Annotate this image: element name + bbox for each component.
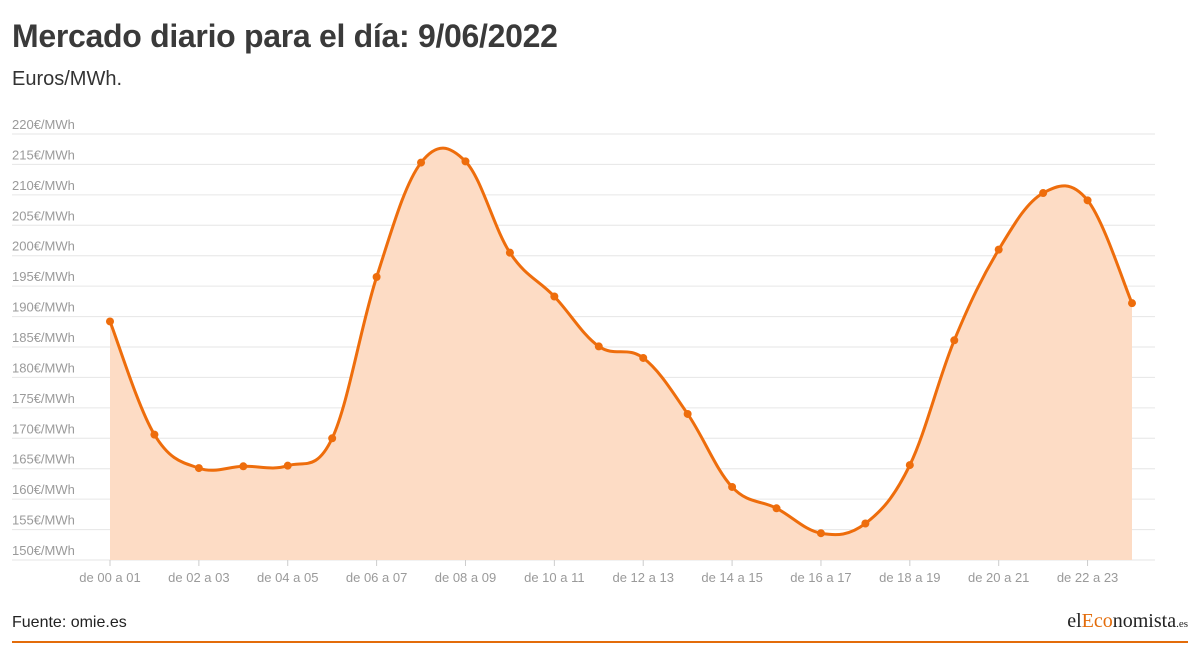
x-tick-label: de 00 a 01 <box>79 570 140 585</box>
data-point[interactable] <box>772 504 781 513</box>
data-point[interactable] <box>594 342 603 351</box>
x-axis-labels: de 00 a 01 de 02 a 03 de 04 a 05 de 06 a 07… <box>79 560 1118 585</box>
y-tick-label: 195€/MWh <box>12 269 75 284</box>
y-tick-label: 175€/MWh <box>12 391 75 406</box>
data-point[interactable] <box>639 353 648 362</box>
data-point[interactable] <box>994 245 1003 254</box>
data-point[interactable] <box>417 158 426 167</box>
data-point[interactable] <box>861 519 870 528</box>
y-tick-label: 165€/MWh <box>12 452 75 467</box>
x-tick-label: de 22 a 23 <box>1057 570 1118 585</box>
data-point[interactable] <box>728 482 737 491</box>
chart-title: Mercado diario para el día: 9/06/2022 <box>12 18 558 54</box>
price-chart: 150€/MWh 155€/MWh 160€/MWh 165€/MWh 170€/MWh… <box>12 117 1155 585</box>
price-area <box>110 148 1132 560</box>
data-point[interactable] <box>683 409 692 418</box>
y-axis-labels: 150€/MWh 155€/MWh 160€/MWh 165€/MWh 170€/MWh… <box>12 117 75 558</box>
x-tick-label: de 16 a 17 <box>790 570 851 585</box>
data-point[interactable] <box>283 461 292 470</box>
data-point[interactable] <box>505 248 514 257</box>
footer-rule <box>12 641 1188 643</box>
y-tick-label: 215€/MWh <box>12 147 75 162</box>
data-point[interactable] <box>106 317 114 326</box>
data-point[interactable] <box>328 434 337 443</box>
data-point[interactable] <box>1083 196 1092 205</box>
data-point[interactable] <box>1128 299 1136 308</box>
x-tick-label: de 02 a 03 <box>168 570 229 585</box>
data-point[interactable] <box>550 292 559 301</box>
chart-subtitle: Euros/MWh. <box>12 68 123 90</box>
y-tick-label: 200€/MWh <box>12 239 75 254</box>
x-tick-label: de 06 a 07 <box>346 570 407 585</box>
x-tick-label: de 04 a 05 <box>257 570 318 585</box>
data-point[interactable] <box>372 273 381 282</box>
y-tick-label: 180€/MWh <box>12 360 75 375</box>
x-tick-label: de 08 a 09 <box>435 570 496 585</box>
data-points <box>106 157 1136 538</box>
x-tick-label: de 18 a 19 <box>879 570 940 585</box>
data-point[interactable] <box>150 430 159 439</box>
x-tick-label: de 12 a 13 <box>612 570 673 585</box>
y-tick-label: 185€/MWh <box>12 330 75 345</box>
publisher-logo[interactable]: elEconomista.es <box>1067 610 1188 632</box>
data-point[interactable] <box>816 529 825 538</box>
y-tick-label: 190€/MWh <box>12 300 75 315</box>
y-tick-label: 205€/MWh <box>12 208 75 223</box>
y-tick-label: 160€/MWh <box>12 482 75 497</box>
y-tick-label: 220€/MWh <box>12 117 75 132</box>
x-tick-label: de 20 a 21 <box>968 570 1029 585</box>
x-tick-label: de 10 a 11 <box>524 570 584 585</box>
x-tick-label: de 14 a 15 <box>701 570 762 585</box>
y-tick-label: 210€/MWh <box>12 178 75 193</box>
y-tick-label: 150€/MWh <box>12 543 75 558</box>
data-point[interactable] <box>1039 189 1048 198</box>
source-note: Fuente: omie.es <box>12 614 127 631</box>
y-tick-label: 170€/MWh <box>12 421 75 436</box>
data-point[interactable] <box>950 336 959 345</box>
data-point[interactable] <box>239 462 248 471</box>
data-point[interactable] <box>905 461 914 470</box>
y-tick-label: 155€/MWh <box>12 513 75 528</box>
data-point[interactable] <box>461 157 470 166</box>
data-point[interactable] <box>194 464 203 473</box>
